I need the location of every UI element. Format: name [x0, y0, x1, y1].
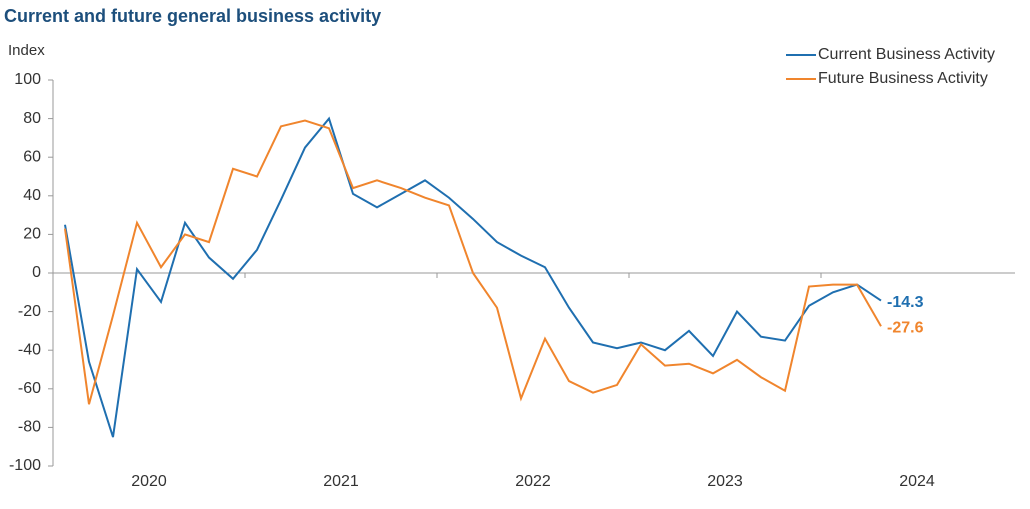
- y-axis-label: Index: [8, 42, 45, 59]
- y-tick-label: 100: [14, 71, 41, 88]
- series-line: [64, 119, 882, 405]
- chart-title: Current and future general business acti…: [4, 6, 381, 26]
- y-tick-label: 20: [23, 226, 41, 243]
- x-tick-label: 2020: [131, 473, 167, 490]
- series-line: [64, 116, 882, 438]
- y-tick-label: -100: [9, 457, 41, 474]
- y-tick-label: -80: [18, 419, 41, 436]
- legend-label: Future Business Activity: [818, 70, 988, 87]
- y-tick-label: 60: [23, 148, 41, 165]
- legend-label: Current Business Activity: [818, 46, 995, 63]
- x-tick-label: 2022: [515, 473, 551, 490]
- y-tick-label: 80: [23, 110, 41, 127]
- end-value-label: -27.6: [887, 319, 924, 336]
- y-tick-label: 40: [23, 187, 41, 204]
- x-tick-label: 2021: [323, 473, 359, 490]
- y-tick-label: -60: [18, 380, 41, 397]
- y-tick-label: -40: [18, 341, 41, 358]
- y-tick-label: -20: [18, 303, 41, 320]
- x-tick-label: 2023: [707, 473, 743, 490]
- x-tick-label: 2024: [899, 473, 935, 490]
- end-value-label: -14.3: [887, 294, 924, 311]
- y-tick-label: 0: [32, 264, 41, 281]
